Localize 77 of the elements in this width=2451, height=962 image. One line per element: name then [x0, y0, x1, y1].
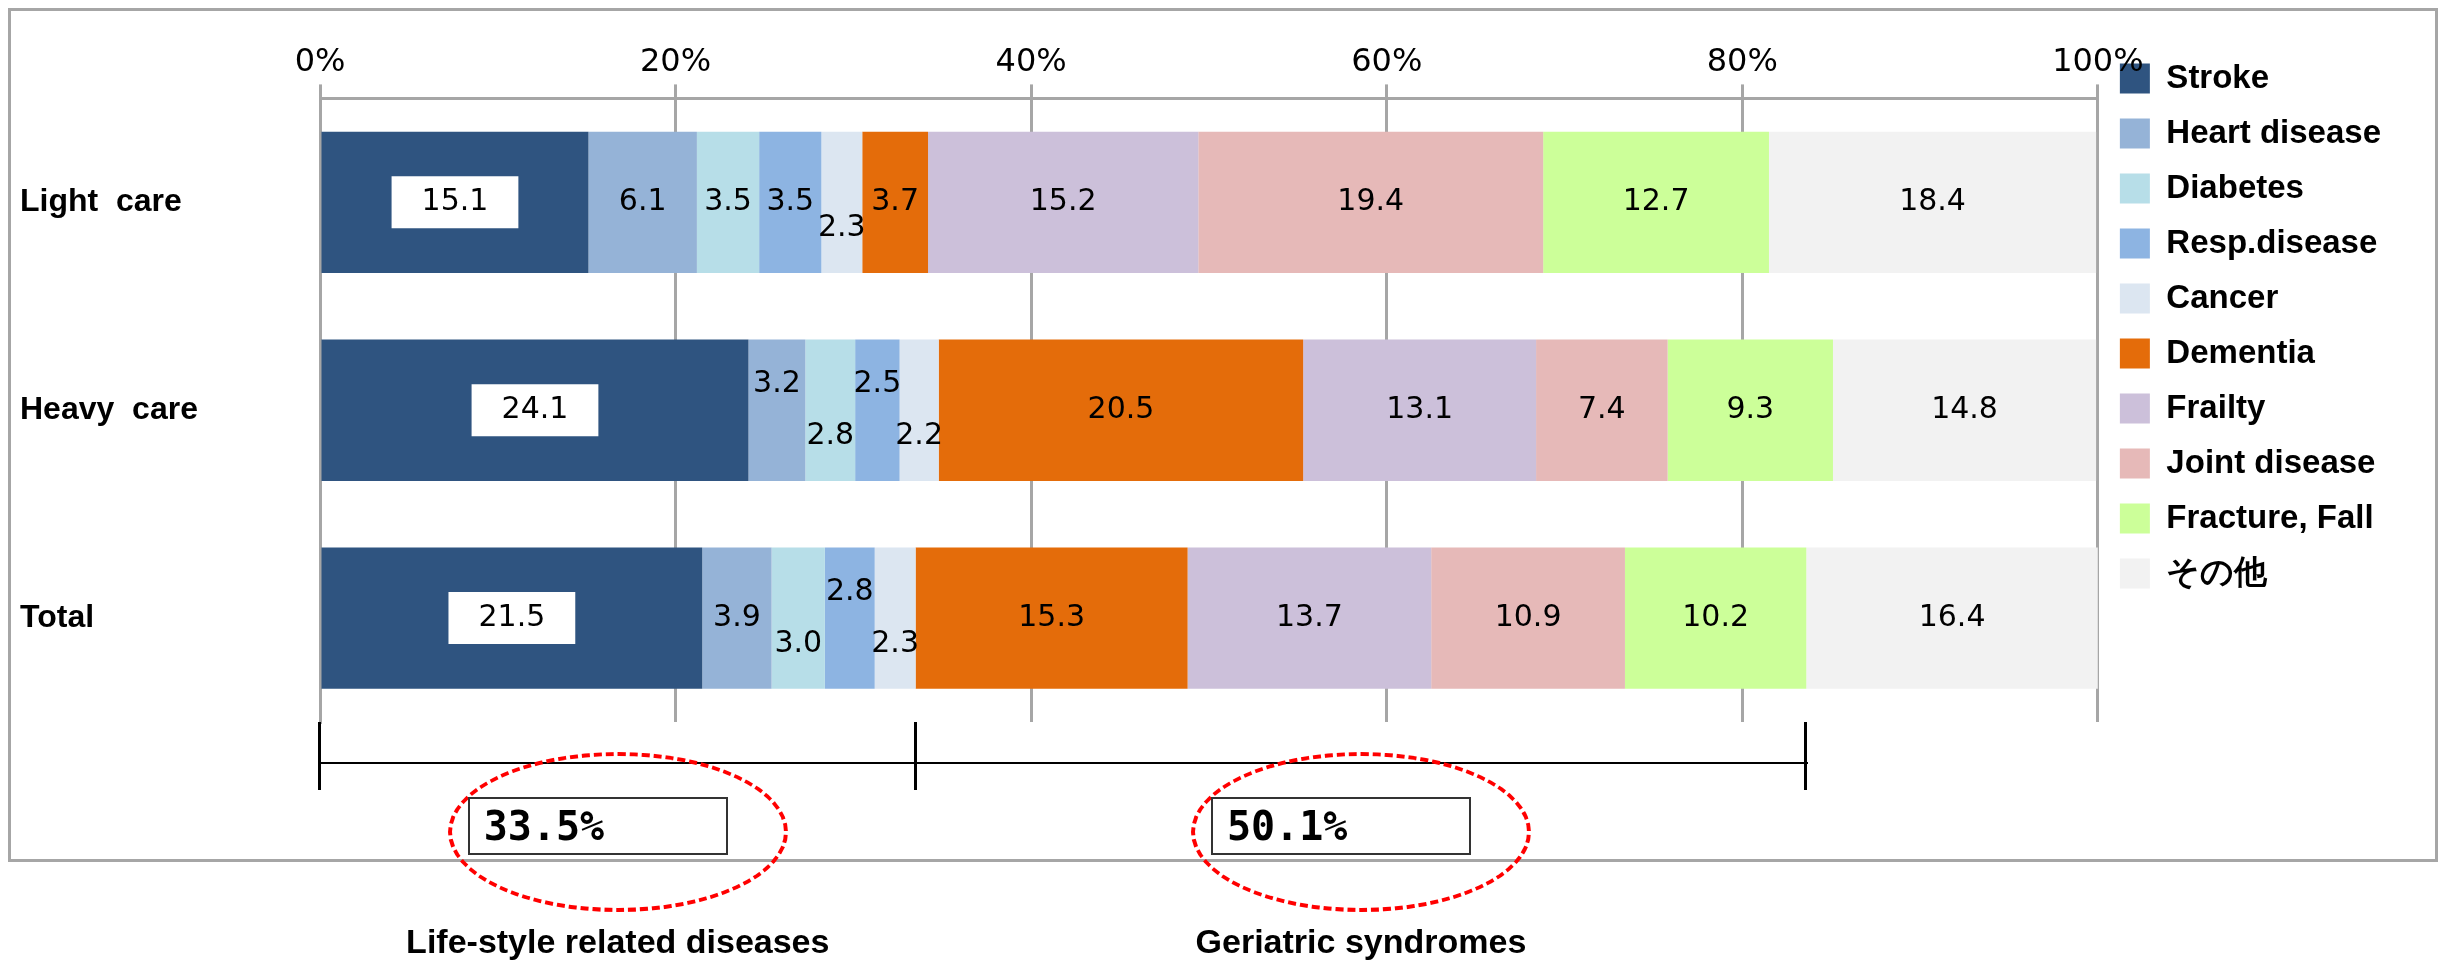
- x-tick-label: 60%: [1351, 40, 1423, 79]
- bar: [938, 339, 1304, 481]
- text: 33.5%: [467, 797, 728, 855]
- x-tick-label: 20%: [640, 40, 712, 79]
- data-label: 15.3: [1018, 597, 1085, 633]
- bar: [696, 131, 760, 274]
- bar: [321, 339, 749, 481]
- data-label: 10.9: [1494, 597, 1562, 633]
- data-label: 13.7: [1275, 597, 1343, 633]
- y-tick-label: Total: [20, 597, 95, 634]
- y-tick-label: Light care: [20, 182, 182, 219]
- bar: [1806, 547, 2098, 689]
- data-label: 18.4: [1899, 182, 1966, 218]
- bar: [1431, 547, 1625, 689]
- legend-label: Frailty: [2166, 387, 2267, 425]
- data-label: 19.4: [1337, 182, 1405, 218]
- y-tick-label: Heavy care: [20, 390, 198, 427]
- bar: [821, 131, 863, 274]
- bar: [928, 131, 1199, 274]
- legend-label: その他: [2166, 552, 2269, 590]
- data-label: 16.4: [1918, 597, 1986, 633]
- legend-label: Dementia: [2166, 332, 2316, 370]
- data-label: 3.5: [766, 182, 815, 218]
- data-label: 3.5: [704, 182, 752, 218]
- bar: [1187, 547, 1432, 689]
- data-label: 13.1: [1386, 390, 1454, 425]
- data-label: 9.3: [1726, 390, 1775, 425]
- bar: [759, 131, 822, 274]
- data-label: 24.1: [501, 390, 569, 425]
- bar: [1303, 339, 1537, 481]
- legend-label: Heart disease: [2166, 112, 2382, 150]
- bar: [771, 547, 825, 689]
- data-label: 3.9: [713, 597, 761, 633]
- legend-label: Cancer: [2166, 277, 2279, 315]
- bar: [1624, 547, 1807, 689]
- data-label: 2.3: [817, 208, 866, 244]
- data-label: 2.5: [853, 364, 902, 399]
- data-label: 20.5: [1087, 390, 1155, 425]
- bar: [805, 339, 856, 481]
- text: 50.1%: [1210, 797, 1471, 855]
- data-label: 3.7: [871, 182, 919, 218]
- bar: [588, 131, 697, 274]
- text: Geriatric syndromes: [1195, 922, 1527, 961]
- bar: [915, 547, 1188, 689]
- legend-label: Diabetes: [2166, 167, 2304, 205]
- bar: [862, 131, 929, 274]
- data-label: 12.7: [1622, 182, 1690, 218]
- data-label: 2.8: [825, 571, 874, 607]
- legend-label: Joint disease: [2166, 442, 2376, 480]
- bar: [1768, 131, 2097, 274]
- data-label: 15.1: [421, 182, 489, 218]
- x-tick-label: 100%: [2052, 40, 2144, 79]
- x-tick-label: 80%: [1706, 40, 1778, 79]
- text: Life-style related diseases: [406, 922, 830, 961]
- data-label: 15.2: [1029, 182, 1097, 218]
- bar: [702, 547, 772, 689]
- data-label: 10.2: [1682, 597, 1750, 633]
- data-label: 2.8: [806, 416, 855, 451]
- bar: [1543, 131, 1769, 274]
- bar: [824, 547, 875, 689]
- bar: [1667, 339, 1833, 481]
- legend-label: Stroke: [2166, 57, 2270, 95]
- x-tick-label: 0%: [294, 40, 346, 79]
- data-label: 21.5: [478, 597, 546, 633]
- x-tick-label: 40%: [995, 40, 1067, 79]
- bar: [748, 339, 806, 481]
- data-label: 7.4: [1577, 390, 1626, 425]
- data-label: 6.1: [618, 182, 667, 218]
- legend-label: Fracture, Fall: [2166, 497, 2374, 535]
- data-label: 3.0: [774, 623, 823, 659]
- data-label: 14.8: [1931, 390, 1998, 425]
- bar: [1198, 131, 1544, 274]
- data-label: 3.2: [753, 364, 801, 399]
- bar: [1536, 339, 1668, 481]
- bar: [1832, 339, 2097, 481]
- legend-label: Resp.disease: [2166, 222, 2378, 260]
- bar: [321, 547, 703, 689]
